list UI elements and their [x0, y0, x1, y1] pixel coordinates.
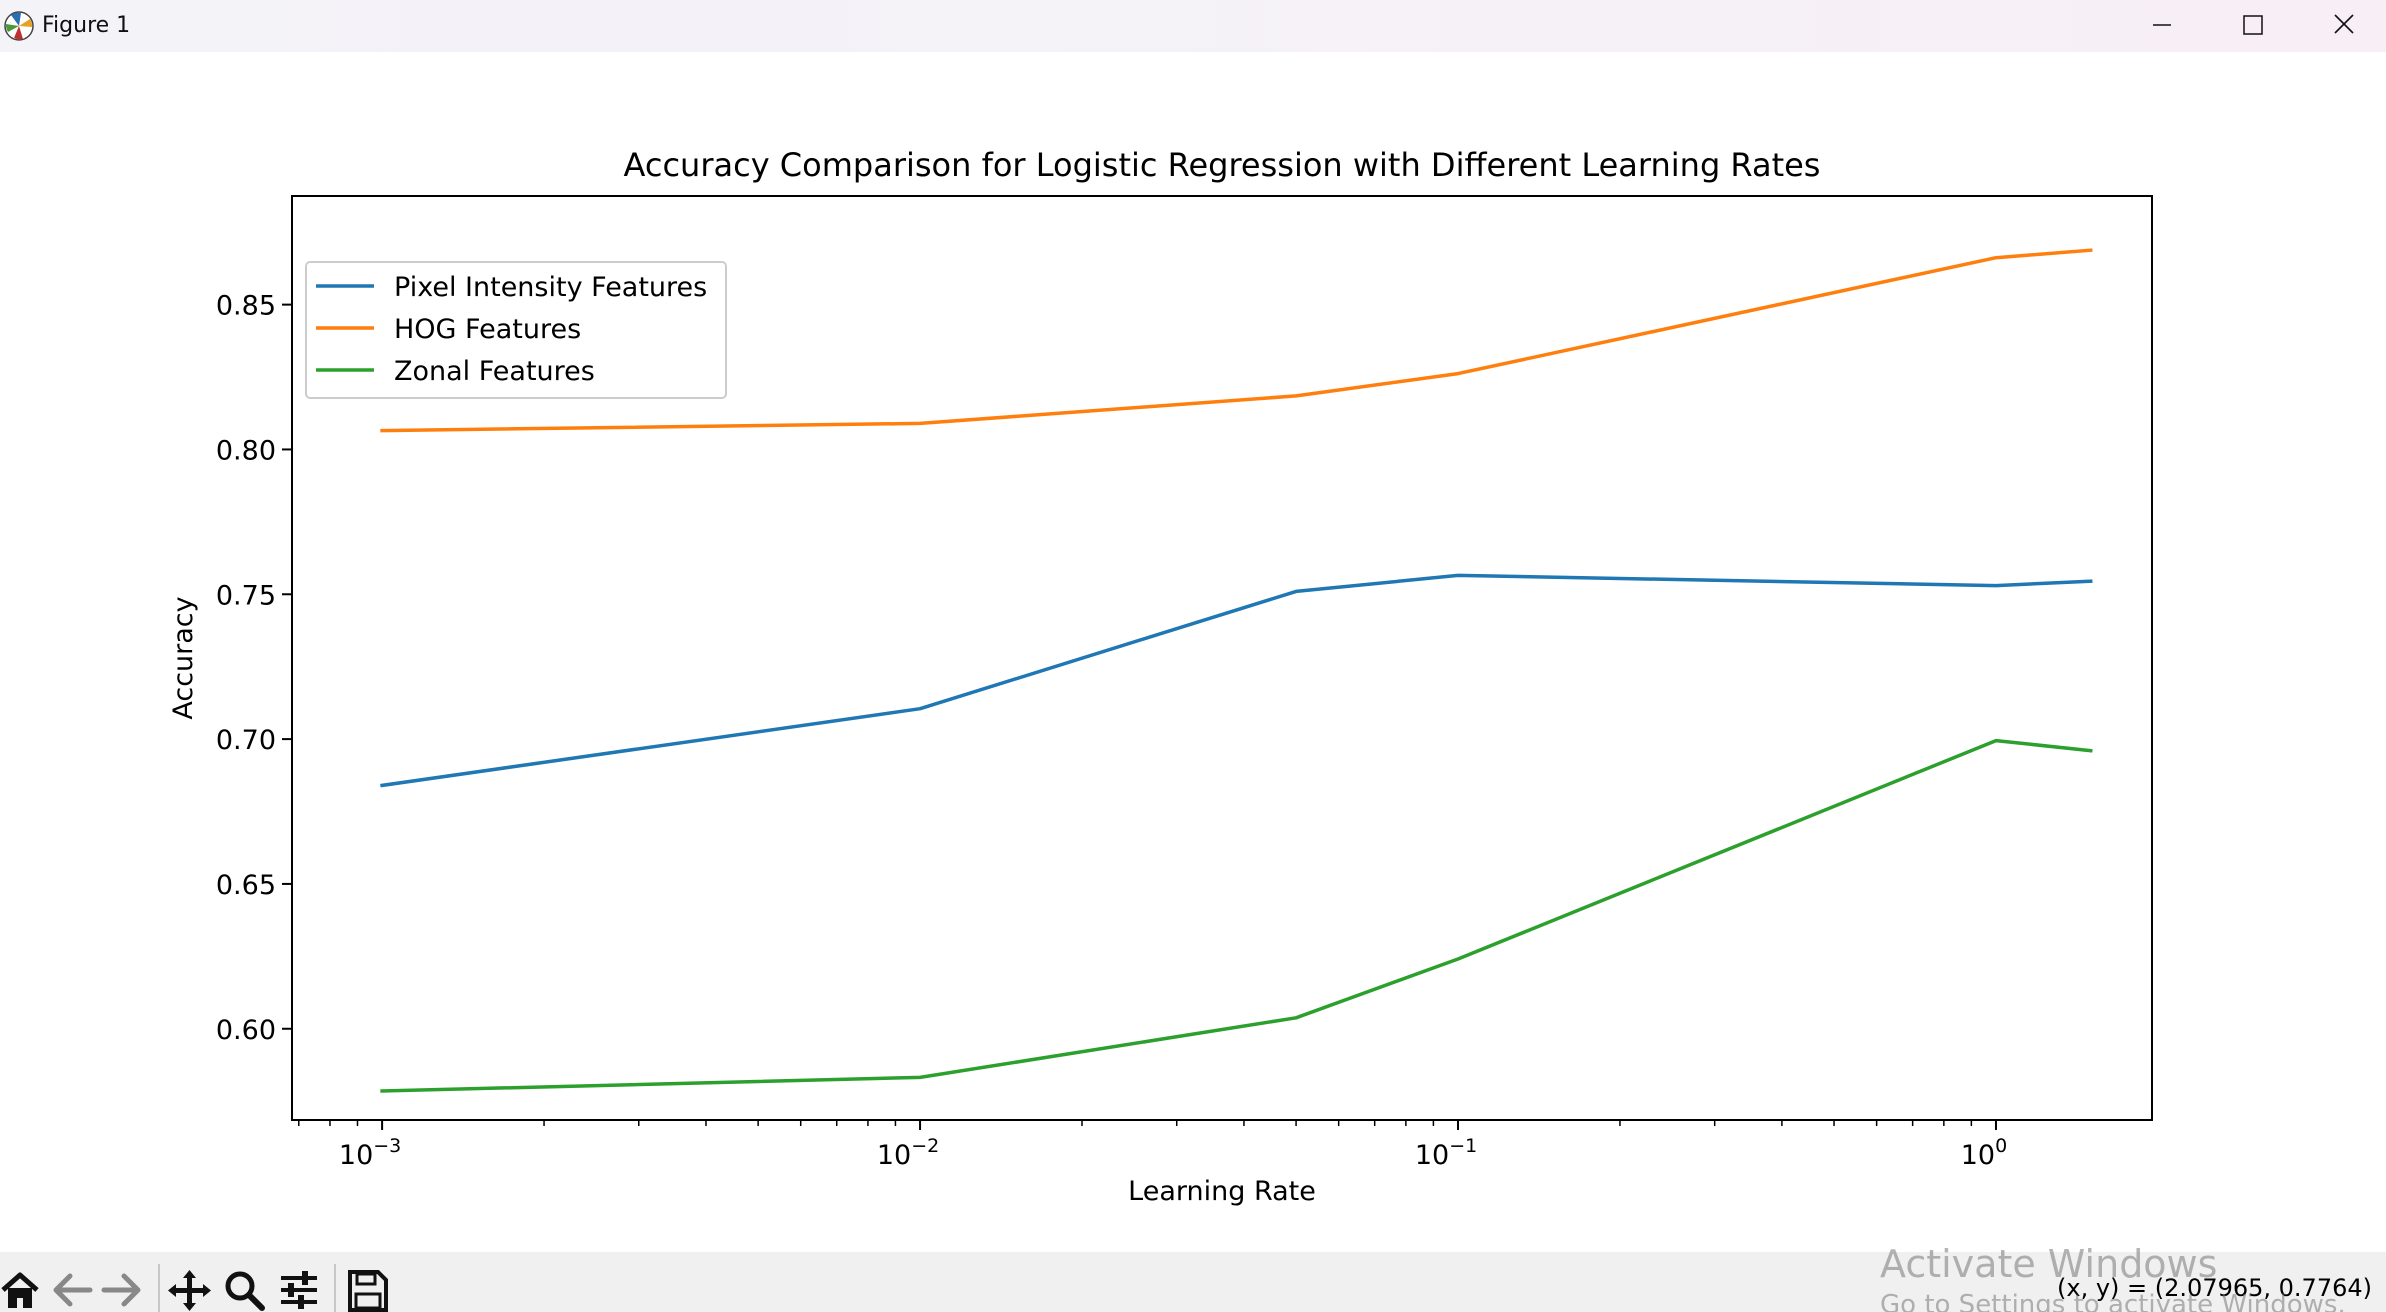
legend-label: HOG Features [394, 314, 581, 345]
save-button[interactable] [346, 1268, 392, 1312]
y-tick-label: 0.60 [216, 1015, 276, 1046]
home-icon [1, 1272, 39, 1308]
configure-subplots-button[interactable] [278, 1268, 324, 1312]
zoom-button[interactable] [222, 1268, 268, 1312]
toolbar-separator [158, 1264, 160, 1312]
series-line-2 [380, 738, 2093, 1093]
close-button[interactable] [2298, 0, 2386, 52]
y-tick-label: 0.80 [216, 435, 276, 466]
configure-subplots-icon [281, 1271, 317, 1309]
back-button[interactable] [52, 1268, 98, 1312]
pan-icon [168, 1270, 211, 1311]
y-tick-label: 0.70 [216, 725, 276, 756]
legend-label: Zonal Features [394, 356, 595, 387]
cursor-coordinates: (x, y) = (2.07965, 0.7764) [2057, 1274, 2372, 1302]
back-arrow-icon [53, 1273, 93, 1307]
legend: Pixel Intensity Features HOG Features Zona… [305, 261, 727, 399]
y-tick-label: 0.85 [216, 291, 276, 322]
y-tick-label: 0.65 [216, 870, 276, 901]
y-tick-label: 0.75 [216, 580, 276, 611]
save-icon [348, 1270, 388, 1312]
pan-button[interactable] [168, 1268, 214, 1312]
x-tick-label: 10−1 [1415, 1135, 1477, 1171]
maximize-button[interactable] [2206, 0, 2298, 52]
maximize-icon [2243, 15, 2263, 35]
title-bar: Figure 1 [0, 0, 2386, 52]
x-axis-label: Learning Rate [1128, 1176, 1316, 1207]
series-line-1 [380, 248, 2093, 433]
minimize-button[interactable] [2114, 0, 2206, 52]
navigation-toolbar: (x, y) = (2.07965, 0.7764) [0, 1252, 2386, 1312]
close-icon [2334, 14, 2354, 34]
x-tick-label: 10−3 [339, 1135, 401, 1171]
zoom-icon [225, 1271, 265, 1311]
forward-arrow-icon [101, 1273, 141, 1307]
activation-watermark-subtitle: Go to Settings to activate Windows. [1880, 1290, 2346, 1312]
matplotlib-app-icon [3, 10, 35, 42]
toolbar-separator [334, 1264, 336, 1312]
chart-title: Accuracy Comparison for Logistic Regress… [624, 146, 1821, 184]
legend-box [305, 261, 727, 399]
figure-canvas[interactable]: Accuracy Comparison for Logistic Regress… [0, 52, 2386, 1252]
forward-button[interactable] [100, 1268, 146, 1312]
legend-label: Pixel Intensity Features [394, 272, 707, 303]
y-axis-label: Accuracy [168, 596, 199, 719]
x-tick-label: 100 [1961, 1135, 2007, 1171]
series-line-0 [380, 573, 2093, 788]
home-button[interactable] [0, 1268, 46, 1312]
plot-frame [291, 195, 2153, 1121]
line-chart: Accuracy Comparison for Logistic Regress… [168, 146, 2153, 1207]
window-title: Figure 1 [42, 13, 131, 38]
x-tick-label: 10−2 [877, 1135, 939, 1171]
activation-watermark-title: Activate Windows [1880, 1242, 2218, 1286]
